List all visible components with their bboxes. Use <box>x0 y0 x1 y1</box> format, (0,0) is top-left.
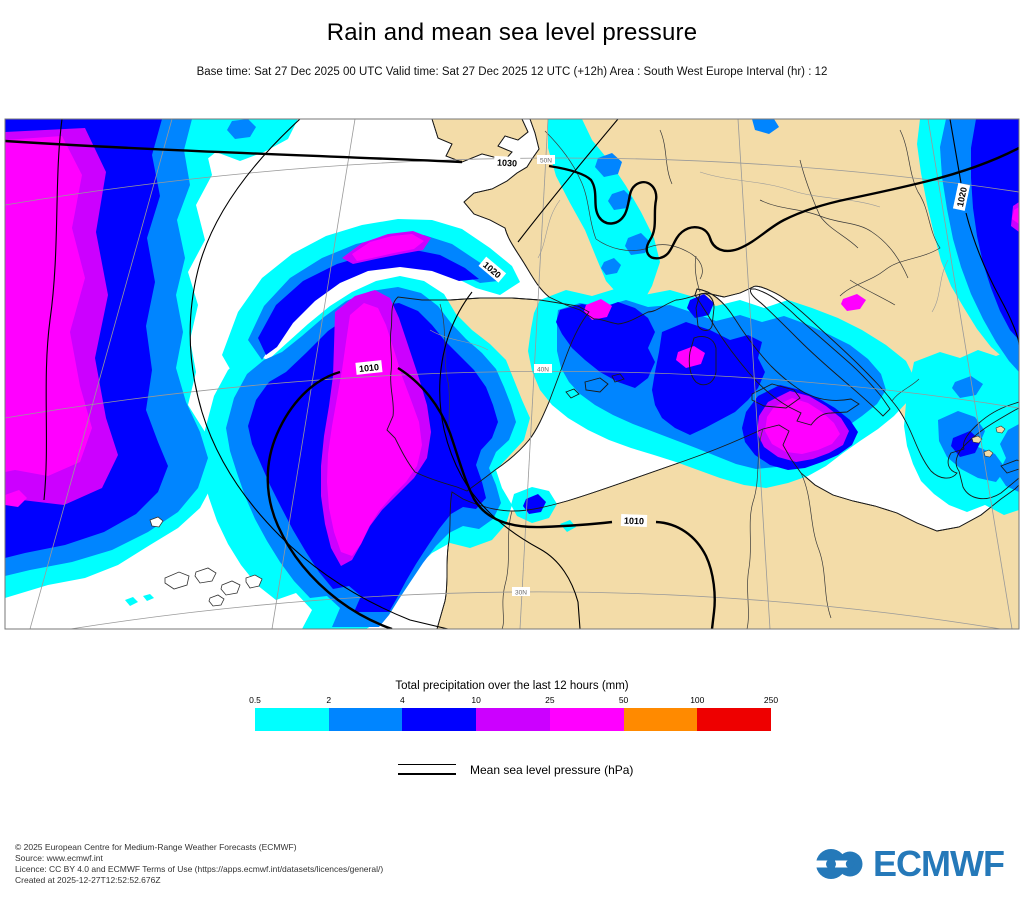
colorbar-segment <box>328 708 403 731</box>
copyright-line: Source: www.ecmwf.int <box>15 853 103 863</box>
colorbar-segment <box>623 708 698 731</box>
contour-label-1020-east: 1020 <box>955 186 969 208</box>
colorbar-tick: 4 <box>400 695 405 705</box>
map-frame <box>4 118 1020 630</box>
copyright-block: © 2025 European Centre for Medium-Range … <box>15 842 383 886</box>
island-outlines <box>149 516 263 607</box>
mslp-legend: Mean sea level pressure (hPa) <box>398 758 633 782</box>
copyright-line: © 2025 European Centre for Medium-Range … <box>15 842 297 852</box>
graticule-label-30n: 30N <box>515 590 527 597</box>
mslp-line-symbol <box>398 763 456 777</box>
precipitation-layer <box>5 119 1019 629</box>
contour-label-1010-nw: 1010 <box>359 362 380 374</box>
ecmwf-logo-icon <box>815 849 863 879</box>
mslp-thin-line <box>398 764 456 765</box>
ecmwf-logo: ECMWF <box>815 843 1005 885</box>
colorbar-tick: 10 <box>471 695 481 705</box>
precip-legend-title: Total precipitation over the last 12 hou… <box>395 680 629 692</box>
colorbar-tick: 2 <box>326 695 332 705</box>
colorbar-segment <box>255 708 329 731</box>
colorbar-tick: 25 <box>545 695 555 705</box>
colorbar-segment <box>476 708 550 731</box>
precip-colorbar <box>255 708 772 731</box>
precip-ticks: 0.5 2 4 10 25 50 100 250 <box>249 695 778 705</box>
contour-label-1030: 1030 <box>497 157 518 168</box>
contour-label-1010-se: 1010 <box>624 516 644 527</box>
pressure-contour-layer <box>5 119 1019 629</box>
mslp-thick-line <box>398 773 456 775</box>
copyright-line: Created at 2025-12-27T12:52:52.676Z <box>15 875 161 885</box>
colorbar-tick: 0.5 <box>249 695 261 705</box>
graticule-labels: 50N 40N 30N <box>512 155 555 597</box>
forecast-subtitle: Base time: Sat 27 Dec 2025 00 UTC Valid … <box>196 66 828 78</box>
colorbar-tick: 100 <box>690 695 705 705</box>
graticule-layer <box>5 119 1019 629</box>
border-layer <box>439 129 941 629</box>
copyright-line: Licence: CC BY 4.0 and ECMWF Terms of Us… <box>15 864 384 874</box>
river-layer <box>429 171 949 351</box>
contour-labels: 1030 1020 1010 1010 1020 <box>355 155 971 527</box>
colorbar-tick: 50 <box>618 695 629 705</box>
graticule-label-50n: 50N <box>540 158 552 165</box>
mslp-legend-label: Mean sea level pressure (hPa) <box>470 763 634 777</box>
colorbar-tick: 250 <box>763 695 779 705</box>
graticule-label-40n: 40N <box>537 367 549 374</box>
aegean-islands <box>971 425 1006 458</box>
ecmwf-logo-text: ECMWF <box>873 843 1005 884</box>
colorbar-segment <box>549 708 624 731</box>
colorbar-segment <box>697 708 772 731</box>
page-title: Rain and mean sea level pressure <box>326 19 698 46</box>
colorbar-segment <box>402 708 477 731</box>
